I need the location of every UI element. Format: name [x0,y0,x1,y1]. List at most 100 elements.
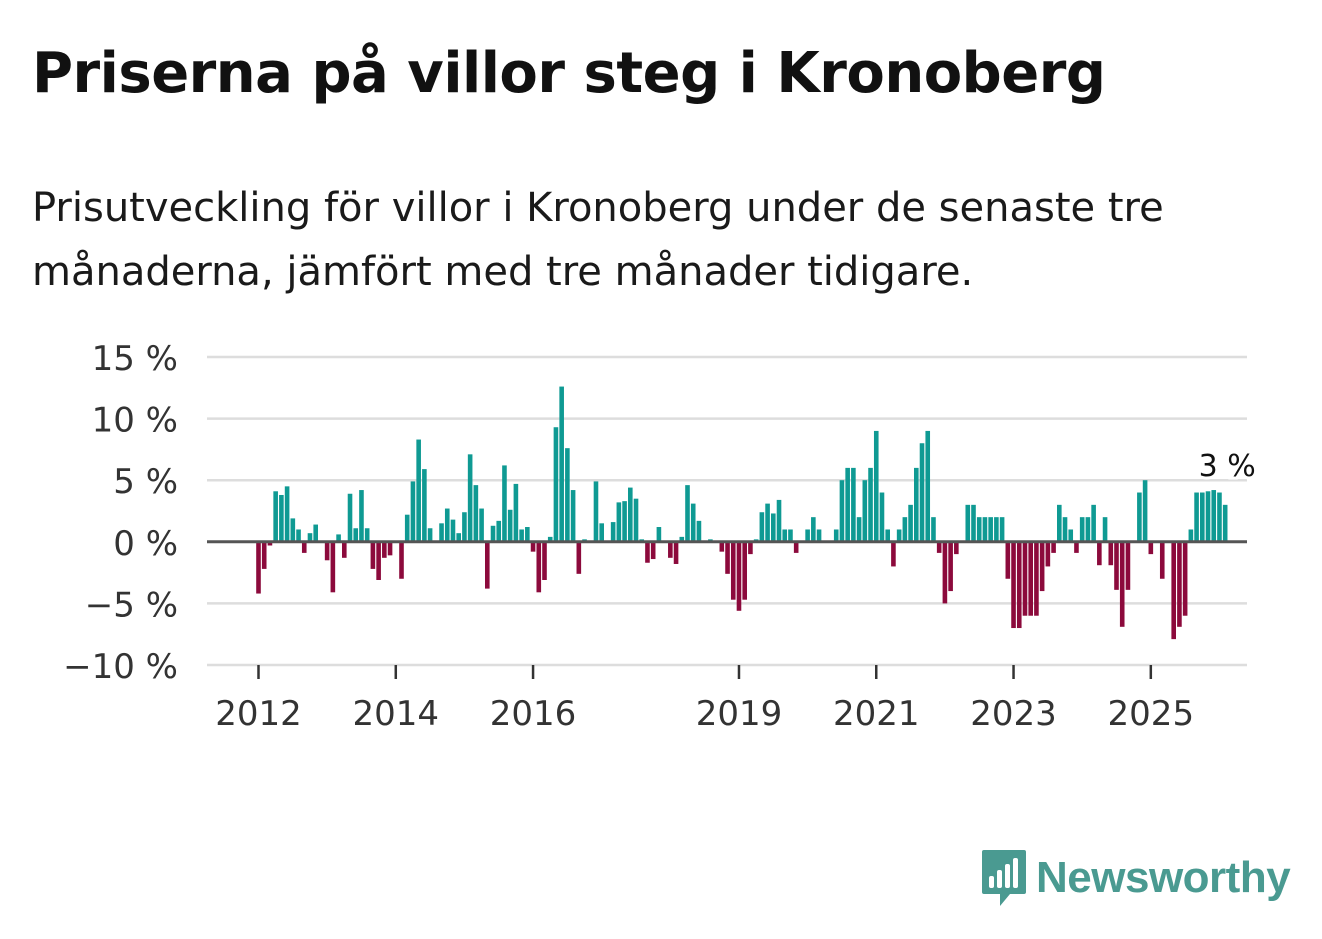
bar [1057,504,1062,542]
bar [811,517,816,542]
bars [256,386,1228,640]
gridlines [207,355,1247,667]
bar [868,467,873,542]
bar [439,523,444,542]
x-tick-label: 2025 [1108,694,1195,734]
bar [284,486,290,542]
bar [965,504,971,542]
bar [525,527,530,542]
bar [1074,541,1079,553]
bar [1102,517,1108,542]
bar [816,529,822,542]
bar [622,501,627,542]
bar [891,541,896,567]
bar [645,541,650,563]
bar [1119,541,1125,627]
bar [982,517,988,542]
bar [1125,541,1131,590]
bar [1005,541,1011,579]
bar [1022,541,1028,616]
bar [593,481,599,542]
bar [324,541,330,561]
bar [736,541,742,611]
bar [851,467,856,542]
x-tick-label: 2019 [696,694,783,734]
bar [931,517,936,542]
bar [725,541,730,574]
bar [1177,541,1182,627]
bar [364,528,370,542]
bar [313,524,318,542]
bar [1051,541,1056,553]
y-tick-label: −5 % [85,585,178,625]
bar [908,504,913,542]
bar [485,541,490,589]
bar [1068,529,1074,542]
bar [685,485,690,542]
bar [902,517,908,542]
bar [450,519,456,542]
bar-chart: 15 % 10 % 5 % 0 % −5 % −10 % 2012 2014 2016 2019… [63,339,1259,734]
bar [256,541,261,594]
bar [479,508,484,542]
bar [359,490,364,542]
bar [530,541,536,552]
bar [1091,504,1096,542]
bar [267,541,273,546]
bar [1194,492,1199,542]
bar [416,439,421,542]
bar [942,541,948,604]
bar [473,485,479,542]
bar [1182,541,1188,616]
bar [496,520,502,542]
bar [673,541,679,564]
bar [279,494,284,542]
bar [833,529,839,542]
bar [805,529,810,542]
bar [1085,517,1091,542]
bar [444,508,450,542]
bar [456,533,461,542]
bar [382,541,387,558]
bar [410,481,416,542]
bar [353,528,359,542]
bar [919,443,925,542]
bar [873,430,879,542]
bar [856,517,862,542]
bar [513,483,519,542]
bar [999,517,1005,542]
bar [1034,541,1039,616]
bar [422,469,427,542]
brand-name: Newsworthy [1036,853,1291,902]
bar [399,541,404,579]
bar [1171,541,1176,640]
bar [1108,541,1114,566]
y-tick-label: 10 % [92,401,178,441]
bar [748,541,753,555]
bar [1159,541,1165,579]
x-tick-label: 2014 [353,694,440,734]
bar [788,529,793,542]
bar [1148,541,1154,555]
bar [559,386,564,542]
bar [342,541,347,558]
bar [1205,491,1211,542]
bar [616,502,622,542]
bar [719,541,725,552]
bar [862,480,868,542]
bar [879,492,885,542]
bar [633,498,639,542]
x-tick-label: 2016 [490,694,577,734]
bar [690,503,696,542]
bar [570,490,576,542]
bar [370,541,376,569]
bar [1114,541,1119,590]
bar [1222,504,1228,542]
x-tick-label: 2021 [833,694,920,734]
bar [273,491,278,542]
bar [1217,492,1222,542]
bar [1039,541,1045,592]
bar [290,518,296,542]
chart-subtitle: Prisutveckling för villor i Kronoberg un… [32,185,1164,295]
bar [542,541,547,580]
